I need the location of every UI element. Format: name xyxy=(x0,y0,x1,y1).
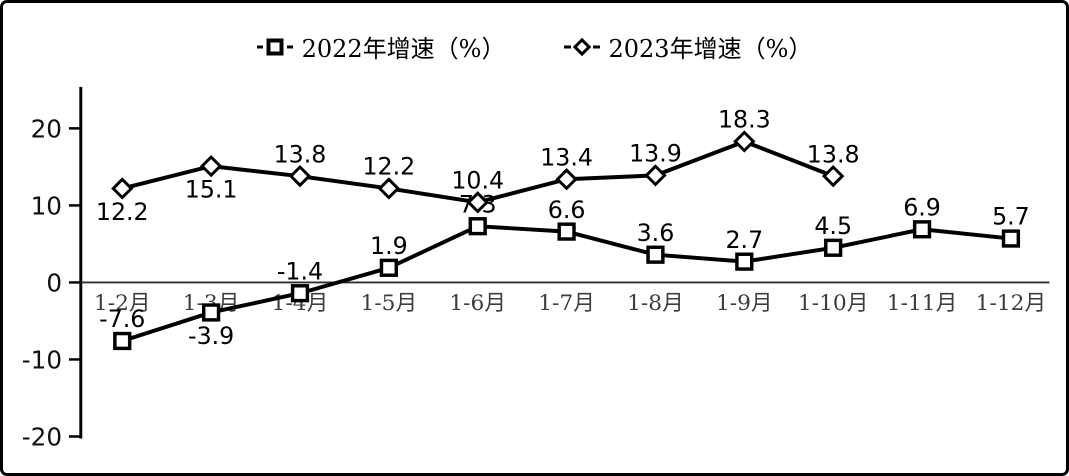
square-marker xyxy=(468,217,487,236)
y-tick-label: -20 xyxy=(22,422,62,451)
x-axis-label: 1-9月 xyxy=(716,291,773,316)
square-marker xyxy=(290,284,310,303)
y-tick-label: 10 xyxy=(31,191,62,220)
x-axis-label: 1-10月 xyxy=(798,291,869,316)
data-label: 18.3 xyxy=(718,106,771,134)
data-label: 10.4 xyxy=(451,167,504,195)
legend-item-2022: 2022年增速（%） xyxy=(256,29,506,64)
data-label: 6.6 xyxy=(548,196,586,224)
data-label: 13.4 xyxy=(540,143,593,171)
legend-item-2023: 2023年增速（%） xyxy=(563,29,813,64)
x-axis-label: 1-12月 xyxy=(976,291,1047,316)
diamond-marker xyxy=(111,177,134,200)
square-marker xyxy=(912,220,932,239)
data-label: 5.7 xyxy=(992,203,1030,231)
square-marker xyxy=(824,238,843,257)
diamond-marker xyxy=(555,168,578,191)
x-axis-label: 1-7月 xyxy=(538,291,595,316)
diamond-marker xyxy=(644,164,667,187)
diamond-marker xyxy=(733,130,756,153)
square-marker xyxy=(1001,229,1021,248)
x-axis-label: 1-2月 xyxy=(94,291,151,316)
data-label: 13.8 xyxy=(807,140,860,168)
diamond-marker-icon xyxy=(563,37,600,56)
diamond-marker xyxy=(199,154,223,178)
square-marker xyxy=(646,245,665,264)
data-label: 13.9 xyxy=(629,140,682,168)
square-marker xyxy=(379,258,398,277)
square-marker xyxy=(557,222,576,241)
diamond-marker xyxy=(377,177,401,200)
legend-label-2022: 2022年增速（%） xyxy=(301,35,506,63)
x-axis-label: 1-6月 xyxy=(449,291,506,316)
data-label: -7.6 xyxy=(99,305,145,333)
data-label: 12.2 xyxy=(362,153,415,181)
line-chart: -20-10010201-2月1-3月1-4月1-5月1-6月1-7月1-8月1… xyxy=(22,86,1050,451)
y-tick-label: -10 xyxy=(22,345,62,374)
legend-label-2023: 2023年增速（%） xyxy=(608,35,813,63)
x-axis-label: 1-11月 xyxy=(887,291,958,316)
data-label: -1.4 xyxy=(277,257,323,285)
data-label: 4.5 xyxy=(814,212,852,240)
data-label: 15.1 xyxy=(185,176,238,204)
diamond-marker xyxy=(288,164,312,188)
data-label: 12.2 xyxy=(96,198,149,226)
data-label: 1.9 xyxy=(370,232,408,260)
chart-legend: 2022年增速（%） 2023年增速（%） xyxy=(3,29,1066,64)
data-label: 6.9 xyxy=(903,193,941,221)
x-axis-label: 1-8月 xyxy=(627,291,684,316)
square-marker xyxy=(735,252,754,271)
x-axis-label: 1-5月 xyxy=(361,291,418,316)
data-label: 2.7 xyxy=(725,226,763,254)
data-label: 13.8 xyxy=(274,140,327,168)
data-label: -3.9 xyxy=(188,322,234,350)
y-tick-label: 20 xyxy=(31,114,62,143)
diamond-marker xyxy=(466,191,489,214)
square-marker-icon xyxy=(256,38,293,55)
y-tick-label: 0 xyxy=(46,268,62,297)
series-line-2022 xyxy=(121,224,1012,343)
diamond-marker xyxy=(822,164,845,188)
square-marker xyxy=(113,331,132,351)
square-marker xyxy=(201,303,221,322)
data-label: 3.6 xyxy=(637,219,675,247)
